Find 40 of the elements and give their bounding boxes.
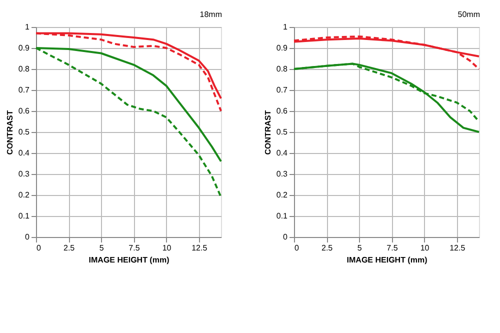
y-tick-label: 0.7 [18,86,30,94]
y-tick-label: 0.4 [18,148,30,158]
y-tick-label: 0 [25,232,30,242]
y-tick-label: 0.6 [18,106,30,116]
y-tick-label: 0.9 [18,44,30,52]
x-axis-title: IMAGE HEIGHT (mm) [346,256,428,264]
x-tick-label: 5 [357,244,362,252]
y-tick-label: 0.2 [18,190,30,200]
x-tick-label: 12.5 [450,244,466,252]
x-tick-label: 5 [99,244,104,252]
y-tick-label: 0.1 [18,212,30,220]
x-tick-label: 12.5 [192,244,208,252]
chart-title: 18mm [200,10,222,19]
y-tick-label: 0.5 [276,128,288,136]
y-tick-label: 1 [25,22,30,32]
y-tick-label: 0.2 [276,190,288,200]
x-tick-label: 2.5 [64,244,76,252]
chart-title: 50mm [458,10,480,19]
x-axis-title: IMAGE HEIGHT (mm) [88,256,170,264]
y-tick-label: 0.3 [18,170,30,178]
y-tick-label: 0.8 [18,64,30,74]
y-tick-label: 0 [283,232,288,242]
y-tick-label: 0.9 [276,44,288,52]
y-tick-label: 0.5 [18,128,30,136]
y-tick-label: 0.8 [276,64,288,74]
y-tick-label: 0.1 [276,212,288,220]
y-tick-label: 1 [283,22,288,32]
x-tick-label: 2.5 [322,244,334,252]
x-tick-label: 7.5 [386,244,398,252]
y-axis-title: CONTRAST [263,110,272,155]
x-tick-label: 7.5 [128,244,140,252]
y-tick-label: 0.7 [276,86,288,94]
x-tick-label: 10 [162,244,172,252]
y-tick-label: 0.3 [276,170,288,178]
y-tick-label: 0.4 [276,148,288,158]
y-axis-title: CONTRAST [5,110,14,155]
x-tick-label: 0 [36,244,42,252]
y-tick-label: 0.6 [276,106,288,116]
x-tick-label: 10 [420,244,430,252]
x-tick-label: 0 [294,244,300,252]
